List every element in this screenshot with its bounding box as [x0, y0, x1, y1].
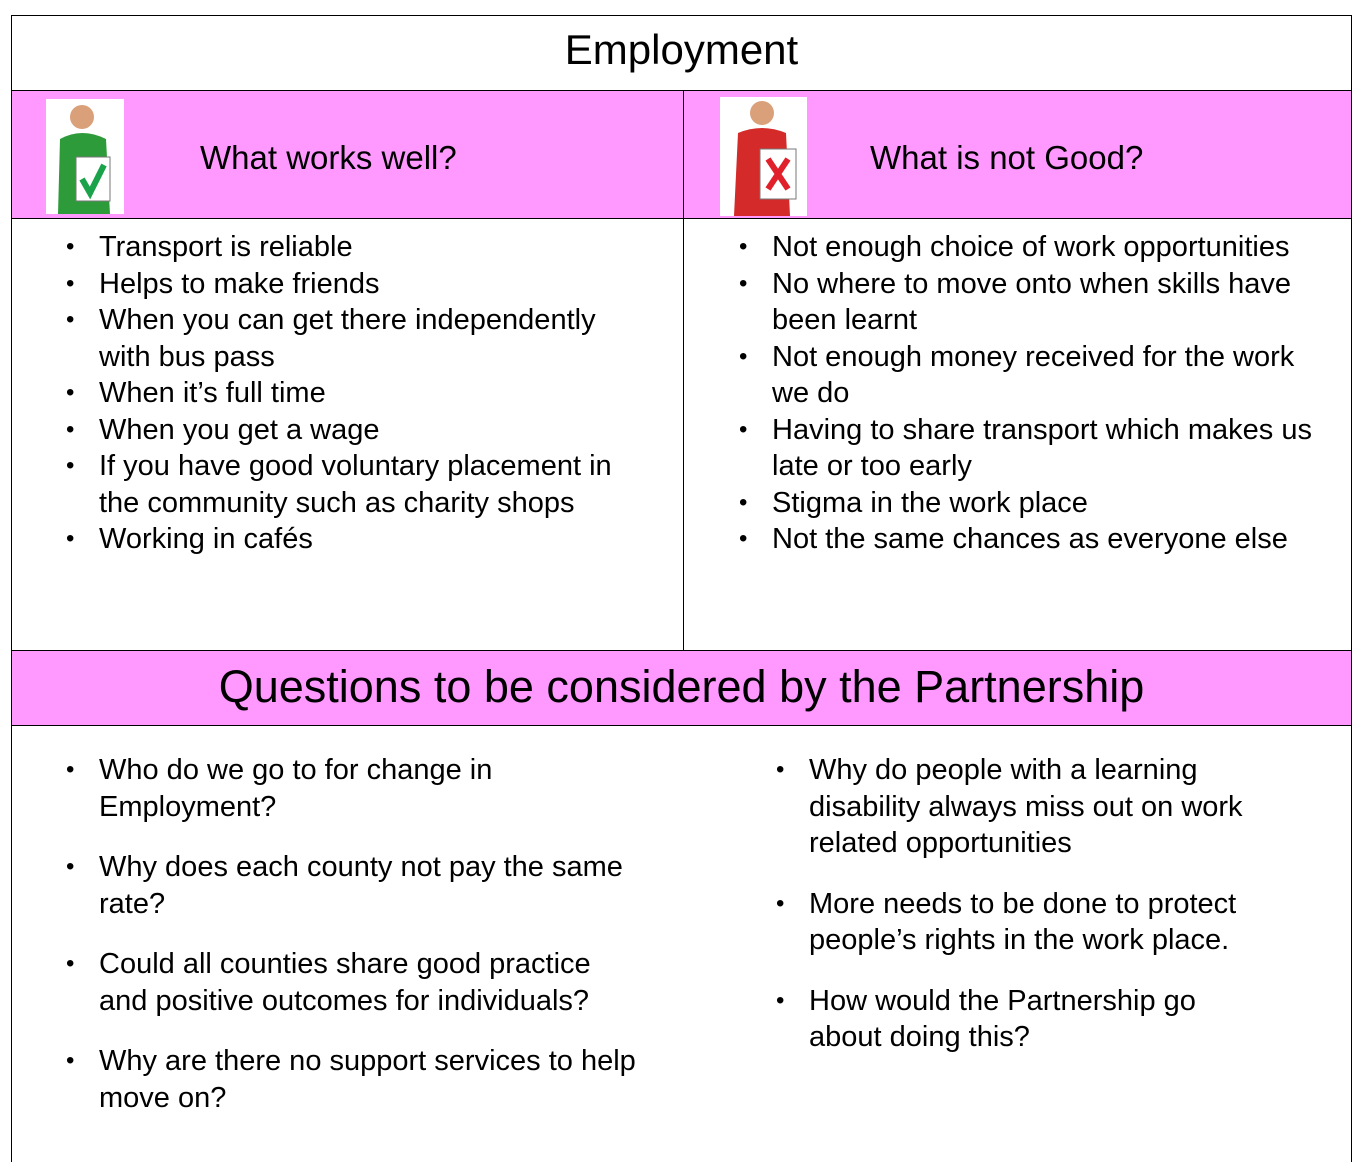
not-good-cell: Not enough choice of work opportunitiesN… [683, 218, 1352, 651]
list-item: When you can get there independently wit… [66, 302, 629, 375]
page-title: Employment [564, 26, 799, 73]
list-item: Stigma in the work place [739, 485, 1332, 522]
questions-title: Questions to be considered by the Partne… [218, 661, 1145, 712]
questions-cell: Who do we go to for change in Employment… [11, 725, 1352, 1162]
list-item: Having to share transport which makes us… [739, 412, 1332, 485]
list-item: How would the Partnership go about doing… [776, 983, 1269, 1056]
questions-right-list: Why do people with a learning disability… [776, 752, 1269, 1080]
works-well-cell: Transport is reliableHelps to make frien… [11, 218, 684, 651]
not-good-header: What is not Good? [683, 90, 1352, 219]
list-item: Why are there no support services to hel… [66, 1043, 639, 1116]
questions-header: Questions to be considered by the Partne… [11, 650, 1352, 726]
works-well-list: Transport is reliableHelps to make frien… [66, 229, 629, 558]
unhappy-person-icon [720, 97, 807, 216]
list-item: Helps to make friends [66, 266, 629, 303]
column-heading: What is not Good? [870, 139, 1144, 176]
list-item: Working in cafés [66, 521, 629, 558]
not-good-list: Not enough choice of work opportunitiesN… [739, 229, 1332, 558]
questions-left-list: Who do we go to for change in Employment… [66, 752, 639, 1140]
title-row: Employment [11, 15, 1352, 91]
works-well-header: What works well? [11, 90, 684, 219]
list-item: Transport is reliable [66, 229, 629, 266]
list-item: Not enough money received for the work w… [739, 339, 1332, 412]
column-heading: What works well? [200, 139, 457, 176]
list-item: Why do people with a learning disability… [776, 752, 1269, 862]
list-item: When it’s full time [66, 375, 629, 412]
list-item: Not enough choice of work opportunities [739, 229, 1332, 266]
list-item: Why does each county not pay the same ra… [66, 849, 639, 922]
list-item: Not the same chances as everyone else [739, 521, 1332, 558]
happy-person-icon [46, 99, 124, 214]
list-item: No where to move onto when skills have b… [739, 266, 1332, 339]
list-item: When you get a wage [66, 412, 629, 449]
list-item: Could all counties share good practice a… [66, 946, 639, 1019]
list-item: More needs to be done to protect people’… [776, 886, 1269, 959]
list-item: Who do we go to for change in Employment… [66, 752, 639, 825]
list-item: If you have good voluntary placement in … [66, 448, 629, 521]
